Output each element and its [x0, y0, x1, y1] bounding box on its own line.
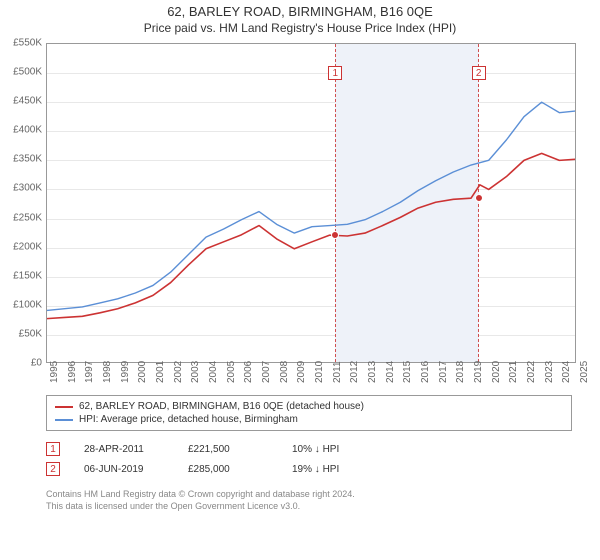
x-axis-label: 2013	[367, 361, 378, 383]
x-axis-label: 2001	[155, 361, 166, 383]
x-axis-label: 2007	[261, 361, 272, 383]
sale-dot	[331, 231, 339, 239]
legend-swatch	[55, 406, 73, 408]
x-axis-label: 2004	[208, 361, 219, 383]
x-axis-label: 2019	[473, 361, 484, 383]
series-line-price_paid	[47, 153, 576, 318]
y-axis-label: £150K	[13, 270, 46, 281]
legend-item: 62, BARLEY ROAD, BIRMINGHAM, B16 0QE (de…	[55, 400, 563, 413]
y-axis-label: £250K	[13, 212, 46, 223]
series-line-hpi	[47, 102, 576, 310]
x-axis-label: 1996	[67, 361, 78, 383]
sale-marker-icon: 1	[46, 442, 60, 456]
x-axis-label: 1995	[49, 361, 60, 383]
sale-date: 28-APR-2011	[84, 444, 164, 455]
sale-price: £285,000	[188, 464, 268, 475]
y-axis-label: £100K	[13, 299, 46, 310]
footer: Contains HM Land Registry data © Crown c…	[46, 489, 572, 512]
footer-line: This data is licensed under the Open Gov…	[46, 501, 572, 513]
marker-label-box: 1	[328, 66, 342, 80]
legend: 62, BARLEY ROAD, BIRMINGHAM, B16 0QE (de…	[46, 395, 572, 431]
sale-marker-icon: 2	[46, 462, 60, 476]
y-axis-label: £450K	[13, 96, 46, 107]
legend-label: HPI: Average price, detached house, Birm…	[79, 414, 298, 425]
x-axis-label: 2016	[420, 361, 431, 383]
x-axis-label: 2008	[279, 361, 290, 383]
x-axis-label: 2024	[561, 361, 572, 383]
y-axis-label: £500K	[13, 67, 46, 78]
x-axis-label: 2014	[385, 361, 396, 383]
title-line-1: 62, BARLEY ROAD, BIRMINGHAM, B16 0QE	[0, 4, 600, 19]
sale-delta: 10% ↓ HPI	[292, 444, 372, 455]
x-axis-label: 2009	[296, 361, 307, 383]
title-line-2: Price paid vs. HM Land Registry's House …	[0, 21, 600, 35]
y-axis-label: £350K	[13, 154, 46, 165]
x-axis-label: 2002	[173, 361, 184, 383]
x-axis-label: 2011	[332, 361, 343, 383]
x-axis-label: 1999	[120, 361, 131, 383]
series-svg	[47, 44, 576, 363]
x-axis-label: 2015	[402, 361, 413, 383]
sale-date: 06-JUN-2019	[84, 464, 164, 475]
plot-area: 12	[46, 43, 576, 363]
x-axis-label: 2005	[226, 361, 237, 383]
y-axis-label: £50K	[19, 328, 46, 339]
sale-dot	[475, 194, 483, 202]
footer-line: Contains HM Land Registry data © Crown c…	[46, 489, 572, 501]
legend-label: 62, BARLEY ROAD, BIRMINGHAM, B16 0QE (de…	[79, 401, 364, 412]
x-axis-label: 2025	[579, 361, 590, 383]
x-axis-label: 2010	[314, 361, 325, 383]
y-axis-label: £200K	[13, 241, 46, 252]
x-axis-label: 2020	[491, 361, 502, 383]
x-axis-label: 2023	[544, 361, 555, 383]
legend-item: HPI: Average price, detached house, Birm…	[55, 413, 563, 426]
y-axis-label: £400K	[13, 125, 46, 136]
chart-titles: 62, BARLEY ROAD, BIRMINGHAM, B16 0QE Pri…	[0, 0, 600, 35]
sales-table: 1 28-APR-2011 £221,500 10% ↓ HPI 2 06-JU…	[46, 439, 572, 479]
x-axis-label: 1998	[102, 361, 113, 383]
marker-label-box: 2	[472, 66, 486, 80]
x-axis-label: 1997	[84, 361, 95, 383]
y-axis-label: £550K	[13, 38, 46, 49]
x-axis-label: 2006	[243, 361, 254, 383]
x-axis-label: 2000	[137, 361, 148, 383]
table-row: 2 06-JUN-2019 £285,000 19% ↓ HPI	[46, 459, 572, 479]
chart-area: 12 £0£50K£100K£150K£200K£250K£300K£350K£…	[46, 43, 576, 363]
table-row: 1 28-APR-2011 £221,500 10% ↓ HPI	[46, 439, 572, 459]
y-axis-label: £300K	[13, 183, 46, 194]
sale-price: £221,500	[188, 444, 268, 455]
x-axis-label: 2012	[349, 361, 360, 383]
x-axis-label: 2022	[526, 361, 537, 383]
sale-delta: 19% ↓ HPI	[292, 464, 372, 475]
y-axis-label: £0	[31, 358, 46, 369]
legend-swatch	[55, 419, 73, 421]
x-axis-label: 2017	[438, 361, 449, 383]
x-axis-label: 2021	[508, 361, 519, 383]
x-axis-label: 2018	[455, 361, 466, 383]
x-axis-label: 2003	[190, 361, 201, 383]
